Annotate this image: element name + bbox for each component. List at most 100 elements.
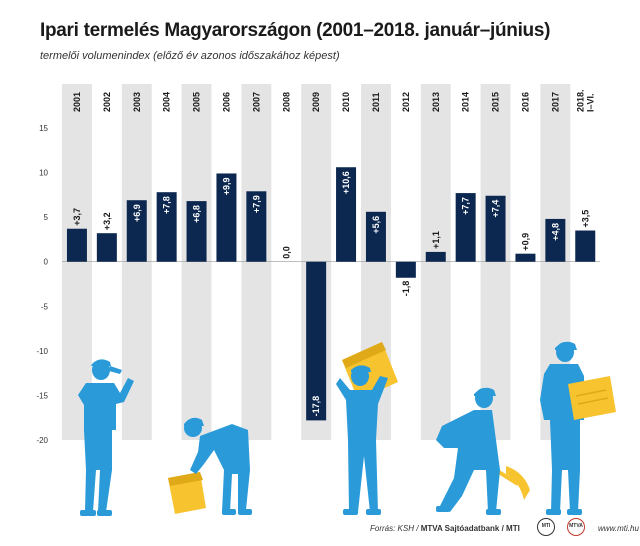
x-tick-label: 2017 <box>550 92 560 112</box>
y-axis: 15 10 5 0 -5 -10 -15 -20 <box>36 124 601 445</box>
value-label: +10,6 <box>341 171 351 194</box>
value-labels: +3,7 +3,2 +6,9 +7,8 +6,8 +9,9 +7,9 0,0 -17,8 +10,… <box>72 171 590 416</box>
value-label: +9,9 <box>221 177 231 195</box>
bar <box>515 253 536 262</box>
value-label: +3,7 <box>72 208 82 226</box>
svg-text:2004: 2004 <box>162 92 172 112</box>
agency-separator: / <box>499 524 507 533</box>
x-tick-label: 2007 <box>251 92 261 112</box>
chart-subtitle: termelői volumenindex (előző év azonos i… <box>40 50 340 62</box>
y-tick-label: 0 <box>44 258 49 267</box>
bar <box>485 195 506 262</box>
mti-name: MTI <box>506 524 520 533</box>
bars <box>66 167 596 421</box>
bar <box>306 261 327 421</box>
bar <box>66 228 87 262</box>
worker-lifting-box-icon <box>168 417 252 515</box>
value-label: -17,8 <box>311 396 321 417</box>
svg-text:2009: 2009 <box>311 92 321 112</box>
y-tick-label: 5 <box>44 213 49 222</box>
svg-text:2017: 2017 <box>550 92 560 112</box>
value-label: +7,9 <box>251 195 261 213</box>
source-label: Forrás: KSH / <box>370 524 421 533</box>
bar <box>395 261 416 278</box>
x-tick-label: 2005 <box>192 92 202 112</box>
agency-name: MTVA Sajtóadatbank <box>420 524 500 533</box>
svg-text:2015: 2015 <box>491 92 501 112</box>
value-label: +7,4 <box>491 200 501 218</box>
chart-title: Ipari termelés Magyarországon (2001–2018… <box>40 20 551 41</box>
value-label: -1,8 <box>401 281 411 297</box>
x-tick-label: 2014 <box>461 92 471 112</box>
svg-text:2010: 2010 <box>341 92 351 112</box>
svg-text:2003: 2003 <box>132 92 142 112</box>
x-tick-label: 2012 <box>401 92 411 112</box>
y-tick-label: 10 <box>39 169 48 178</box>
x-tick-label: 2008 <box>281 92 291 112</box>
y-tick-label: -10 <box>36 347 48 356</box>
mti-logo: MTI <box>537 518 555 536</box>
x-tick-label: 2018. I–VI. <box>575 89 595 112</box>
bar <box>126 200 147 262</box>
x-tick-label: 2006 <box>221 92 231 112</box>
worker-carrying-box-icon <box>336 342 398 515</box>
svg-text:2013: 2013 <box>431 92 441 112</box>
svg-text:2014: 2014 <box>461 92 471 112</box>
y-tick-label: -15 <box>36 391 48 400</box>
svg-text:2007: 2007 <box>251 92 261 112</box>
worker-pickaxe-icon <box>436 387 530 515</box>
x-tick-label: 2001 <box>72 92 82 112</box>
x-tick-label: 2002 <box>102 92 112 112</box>
bar <box>365 211 386 262</box>
svg-text:2018.: 2018. <box>575 89 585 112</box>
value-label: +0,9 <box>520 233 530 251</box>
svg-text:2008: 2008 <box>281 92 291 112</box>
bar <box>186 201 207 262</box>
bar <box>336 167 357 262</box>
x-axis-labels: 2001 2002 2003 2004 2005 2006 2007 2008 2009 2010… <box>72 89 595 112</box>
x-tick-label: 2015 <box>491 92 501 112</box>
x-tick-label: 2004 <box>162 92 172 112</box>
mtva-logo: MTVA <box>567 518 585 536</box>
y-tick-label: -20 <box>36 436 48 445</box>
worker-saluting-icon <box>78 359 134 516</box>
value-label: +1,1 <box>431 231 441 249</box>
y-tick-label: 15 <box>39 124 48 133</box>
svg-text:2005: 2005 <box>192 92 202 112</box>
value-label: +7,8 <box>162 196 172 214</box>
worker-blueprint-icon <box>540 341 616 515</box>
bar <box>156 192 177 262</box>
worker-silhouettes <box>78 341 616 516</box>
x-tick-label: 2011 <box>371 92 381 112</box>
value-label: +7,7 <box>461 197 471 215</box>
x-tick-label: 2009 <box>311 92 321 112</box>
bar <box>545 218 566 262</box>
svg-text:2011: 2011 <box>371 92 381 112</box>
value-label: 0,0 <box>281 246 291 259</box>
value-label: +6,9 <box>132 204 142 222</box>
x-tick-label: 2013 <box>431 92 441 112</box>
bar <box>96 233 117 262</box>
x-tick-label: 2003 <box>132 92 142 112</box>
x-tick-label: 2016 <box>520 92 530 112</box>
bar <box>246 191 267 262</box>
svg-text:2002: 2002 <box>102 92 112 112</box>
website-link[interactable]: www.mti.hu <box>598 524 639 533</box>
value-label: +6,8 <box>192 205 202 223</box>
x-tick-label: 2010 <box>341 92 351 112</box>
svg-text:2001: 2001 <box>72 92 82 112</box>
bar <box>455 193 476 262</box>
bar <box>425 251 446 262</box>
svg-text:2006: 2006 <box>221 92 231 112</box>
svg-text:I–VI.: I–VI. <box>585 93 595 112</box>
svg-text:2012: 2012 <box>401 92 411 112</box>
value-label: +4,8 <box>550 223 560 241</box>
value-label: +5,6 <box>371 216 381 234</box>
y-tick-label: -5 <box>41 302 49 311</box>
source-footer: Forrás: KSH / MTVA Sajtóadatbank / MTI <box>370 524 520 533</box>
value-label: +3,2 <box>102 212 112 230</box>
value-label: +3,5 <box>580 210 590 228</box>
bar <box>216 173 237 262</box>
